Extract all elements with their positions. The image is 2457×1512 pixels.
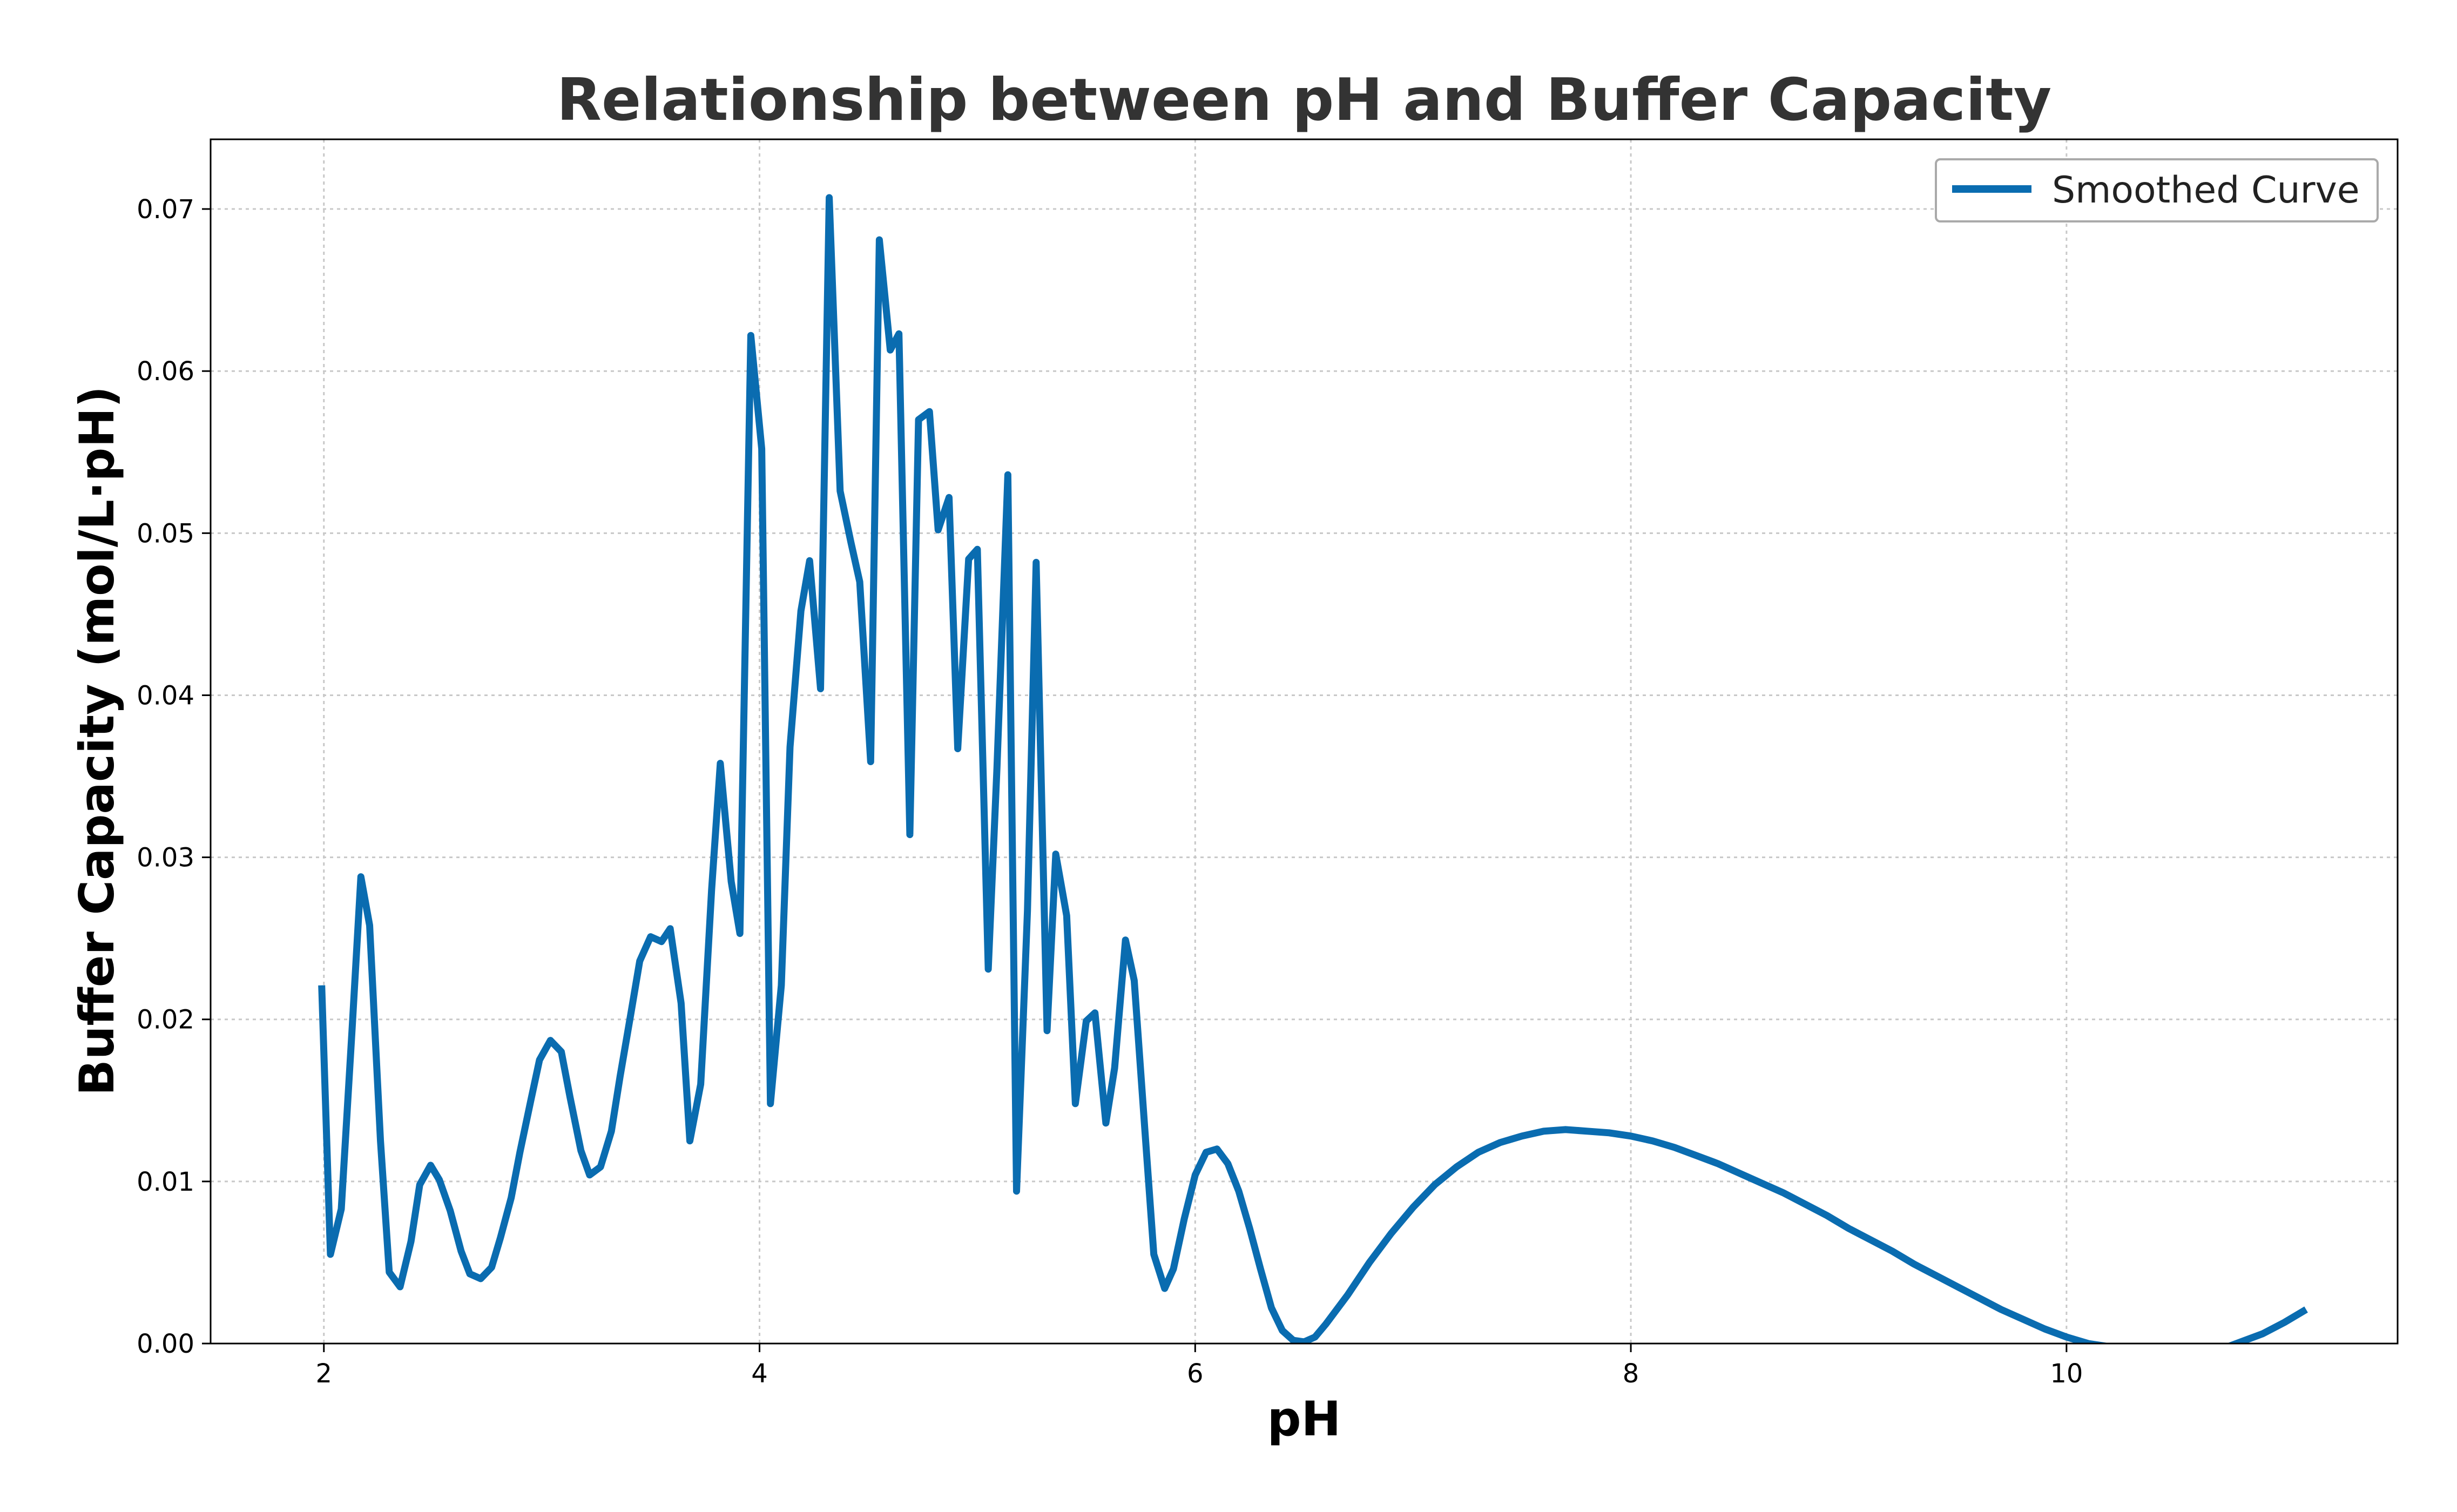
- legend-box: [1935, 158, 2379, 222]
- y-axis-label: Buffer Capacity (mol/L·pH): [69, 386, 125, 1096]
- series-line-smoothed-curve: [318, 194, 2308, 1344]
- y-tick-label: 0.03: [137, 843, 194, 873]
- y-tick-label: 0.04: [137, 680, 194, 711]
- x-tick-label: 10: [2050, 1359, 2083, 1389]
- legend: Smoothed Curve: [1935, 158, 2379, 222]
- x-tick-label: 8: [1623, 1359, 1639, 1389]
- y-tick-label: 0.00: [137, 1329, 194, 1359]
- x-tick-label: 4: [751, 1359, 768, 1389]
- y-tick-label: 0.06: [137, 356, 194, 387]
- x-tick-label: 6: [1187, 1359, 1204, 1389]
- y-tick-label: 0.01: [137, 1167, 194, 1197]
- y-tick-label: 0.07: [137, 194, 194, 225]
- x-tick-label: 2: [315, 1359, 332, 1389]
- y-tick-label: 0.05: [137, 518, 194, 549]
- x-axis-label: pH: [1267, 1391, 1341, 1447]
- y-tick-label: 0.02: [137, 1005, 194, 1035]
- chart-title: Relationship between pH and Buffer Capac…: [557, 66, 2051, 134]
- legend-label-smoothed-curve: Smoothed Curve: [2052, 169, 2360, 212]
- axis-ticks: 2 4 6 8 10 0.00 0.01 0.02 0.03 0.04 0.05 0.06 0.07: [137, 194, 2083, 1389]
- series-layer: [318, 194, 2308, 1344]
- plot-area-frame: [210, 138, 2399, 1345]
